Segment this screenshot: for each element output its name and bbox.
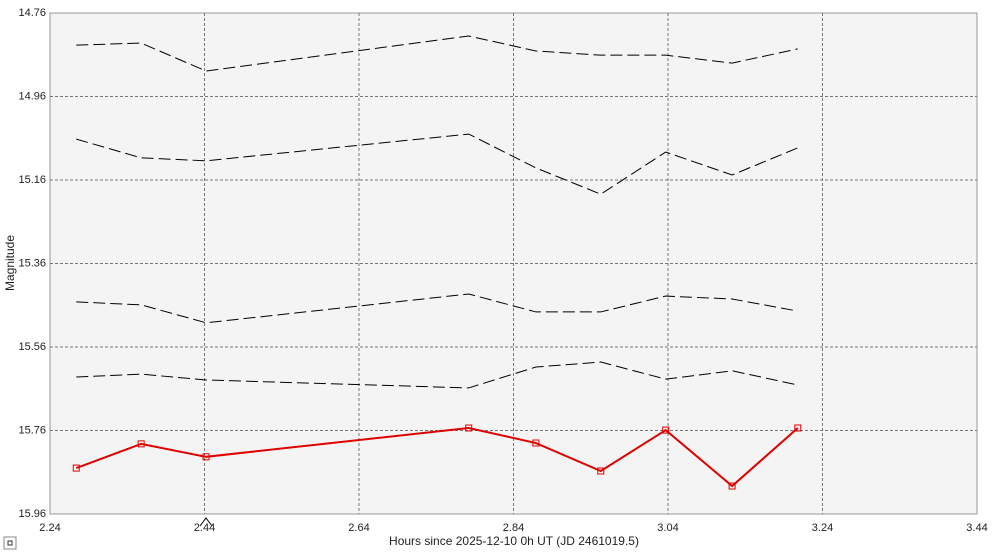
data-point: [202, 453, 210, 461]
data-point: [72, 464, 80, 472]
x-tick-label: 3.04: [657, 522, 678, 534]
y-tick-label: 15.36: [18, 257, 46, 269]
toggle-box[interactable]: [3, 536, 17, 550]
x-axis-label: Hours since 2025-12-10 0h UT (JD 2461019…: [389, 534, 639, 548]
y-tick-label: 15.16: [18, 174, 46, 186]
y-tick-label: 14.96: [18, 90, 46, 102]
cursor-marker: [199, 517, 213, 527]
y-tick-label: 15.56: [18, 341, 46, 353]
y-axis-label: Magnitude: [3, 235, 17, 291]
series-line: [76, 361, 798, 389]
data-point: [728, 482, 736, 490]
series-line: [76, 133, 798, 195]
y-tick-label: 14.76: [18, 7, 46, 19]
data-point: [465, 424, 473, 432]
y-tick-label: 15.96: [18, 508, 46, 520]
data-point: [137, 440, 145, 448]
toggle-icon: [7, 540, 13, 546]
x-tick-label: 2.84: [503, 522, 524, 534]
x-tick-label: 3.44: [966, 522, 987, 534]
data-point: [794, 424, 802, 432]
series-line: [76, 35, 798, 72]
y-tick-label: 15.76: [18, 424, 46, 436]
x-tick-label: 3.24: [812, 522, 833, 534]
data-point: [597, 467, 605, 475]
series-line: [75, 426, 799, 488]
series-line: [76, 293, 798, 324]
x-tick-label: 2.64: [348, 522, 369, 534]
data-point: [532, 439, 540, 447]
x-tick-label: 2.44: [194, 522, 215, 534]
x-tick-label: 2.24: [39, 522, 60, 534]
data-point: [662, 426, 670, 434]
